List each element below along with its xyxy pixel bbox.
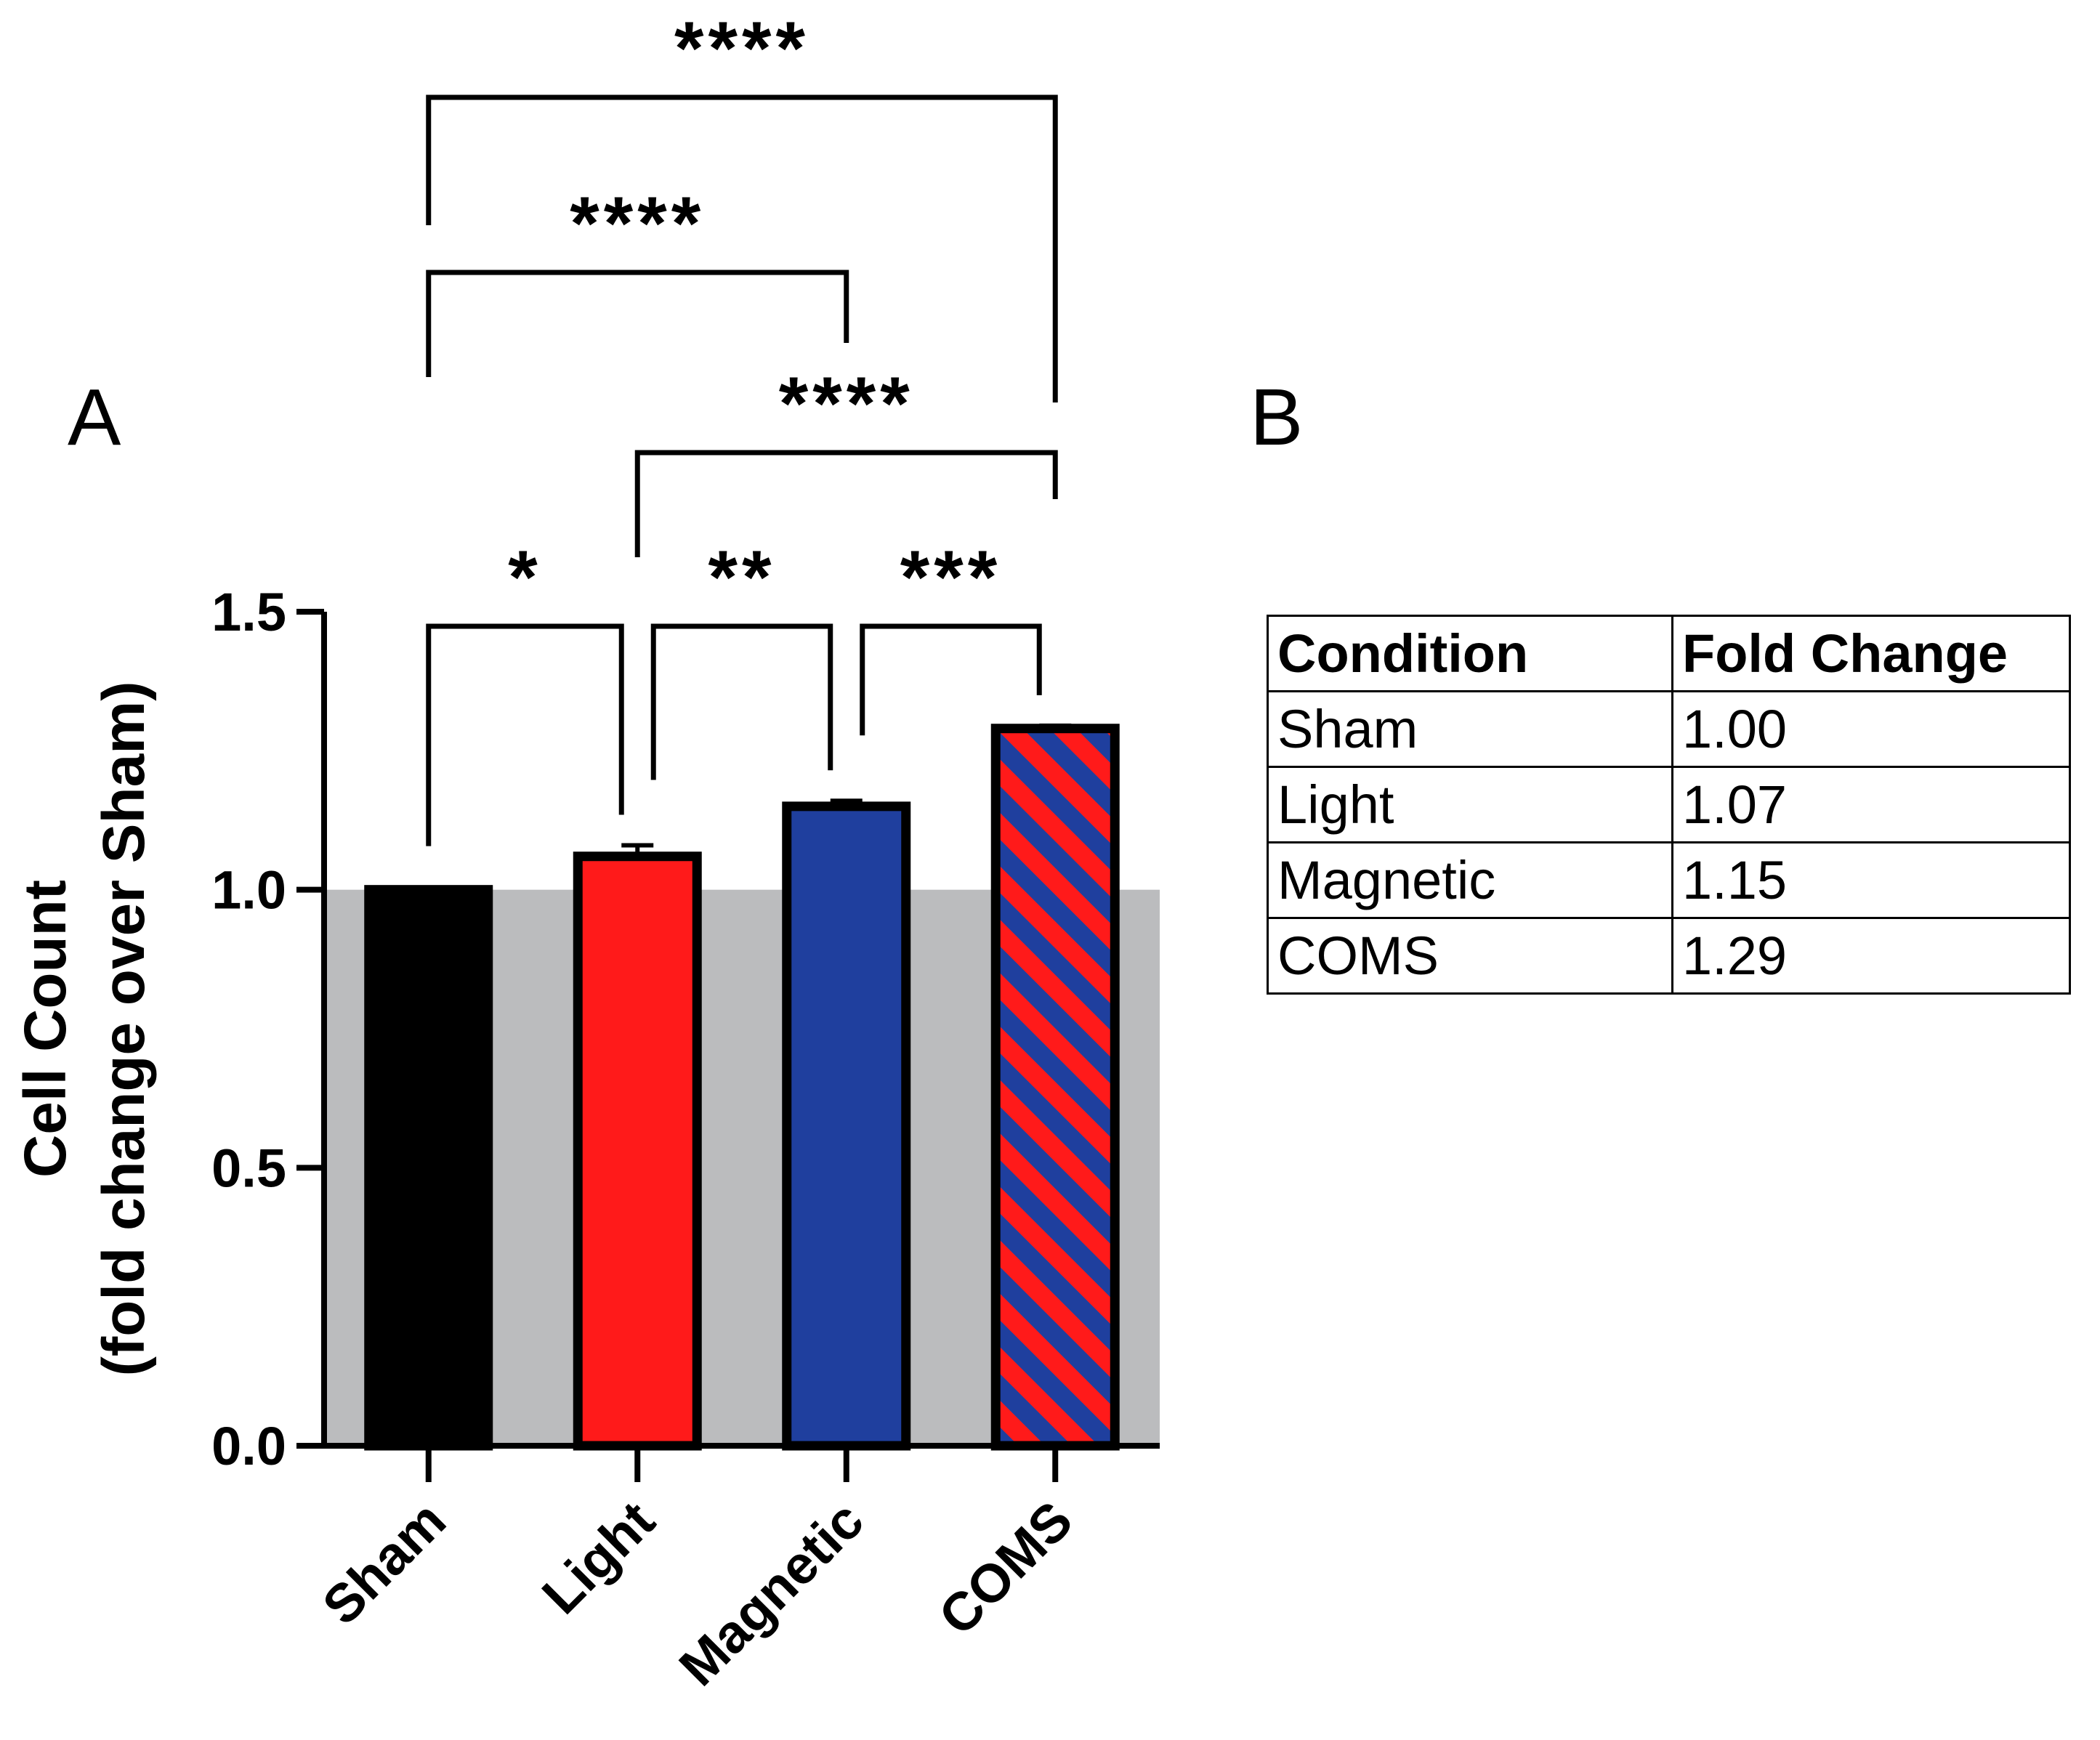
significance-stars: ****	[674, 7, 809, 91]
x-tick-label: Light	[530, 1490, 666, 1626]
bar-light	[573, 851, 702, 1451]
table-row: COMS 1.29	[1267, 917, 2071, 995]
bar-sham	[364, 885, 493, 1451]
y-axis-label: Cell Count	[12, 880, 78, 1178]
panel-label-b: B	[1250, 373, 1303, 462]
table-cell-condition: COMS	[1267, 917, 1673, 995]
table-row: Light 1.07	[1267, 766, 2071, 843]
panel-label-a: A	[68, 373, 121, 462]
significance-stars: ****	[779, 362, 914, 446]
y-tick-label: 0.5	[211, 1138, 286, 1198]
significance-stars: ****	[570, 182, 705, 266]
table-row: Sham 1.00	[1267, 690, 2071, 768]
table-header-fold-change: Fold Change	[1671, 615, 2071, 692]
table-cell-fold-change: 1.29	[1671, 917, 2071, 995]
significance-bracket	[634, 450, 1058, 557]
significance-bracket	[426, 270, 849, 377]
significance-stars: ***	[900, 535, 1001, 620]
table-cell-fold-change: 1.15	[1671, 841, 2071, 919]
table-cell-condition: Magnetic	[1267, 841, 1673, 919]
bar-magnetic	[782, 801, 911, 1451]
x-tick-label: COMS	[927, 1490, 1084, 1647]
table-header-condition: Condition	[1267, 615, 1673, 692]
bar-coms	[990, 724, 1120, 1451]
table-row: Magnetic 1.15	[1267, 841, 2071, 919]
significance-bracket	[426, 94, 1058, 402]
significance-bracket	[860, 623, 1042, 736]
y-tick-label: 1.5	[211, 582, 286, 642]
fold-change-table: Condition Fold Change Sham 1.00 Light 1.…	[1267, 615, 2071, 995]
y-tick-label: 0.0	[211, 1416, 286, 1476]
table-cell-condition: Sham	[1267, 690, 1673, 768]
y-axis-label-line2: (fold change over Sham)	[91, 681, 157, 1377]
table-cell-fold-change: 1.07	[1671, 766, 2071, 843]
x-tick-label: Sham	[311, 1490, 457, 1636]
table-header-row: Condition Fold Change	[1267, 615, 2071, 692]
significance-stars: **	[708, 535, 776, 620]
significance-stars: *	[508, 535, 541, 620]
x-tick-label: Magnetic	[668, 1490, 875, 1697]
significance-bracket	[650, 623, 833, 780]
table-cell-fold-change: 1.00	[1671, 690, 2071, 768]
table-cell-condition: Light	[1267, 766, 1673, 843]
y-tick-label: 1.0	[211, 860, 286, 920]
significance-bracket	[426, 623, 624, 846]
